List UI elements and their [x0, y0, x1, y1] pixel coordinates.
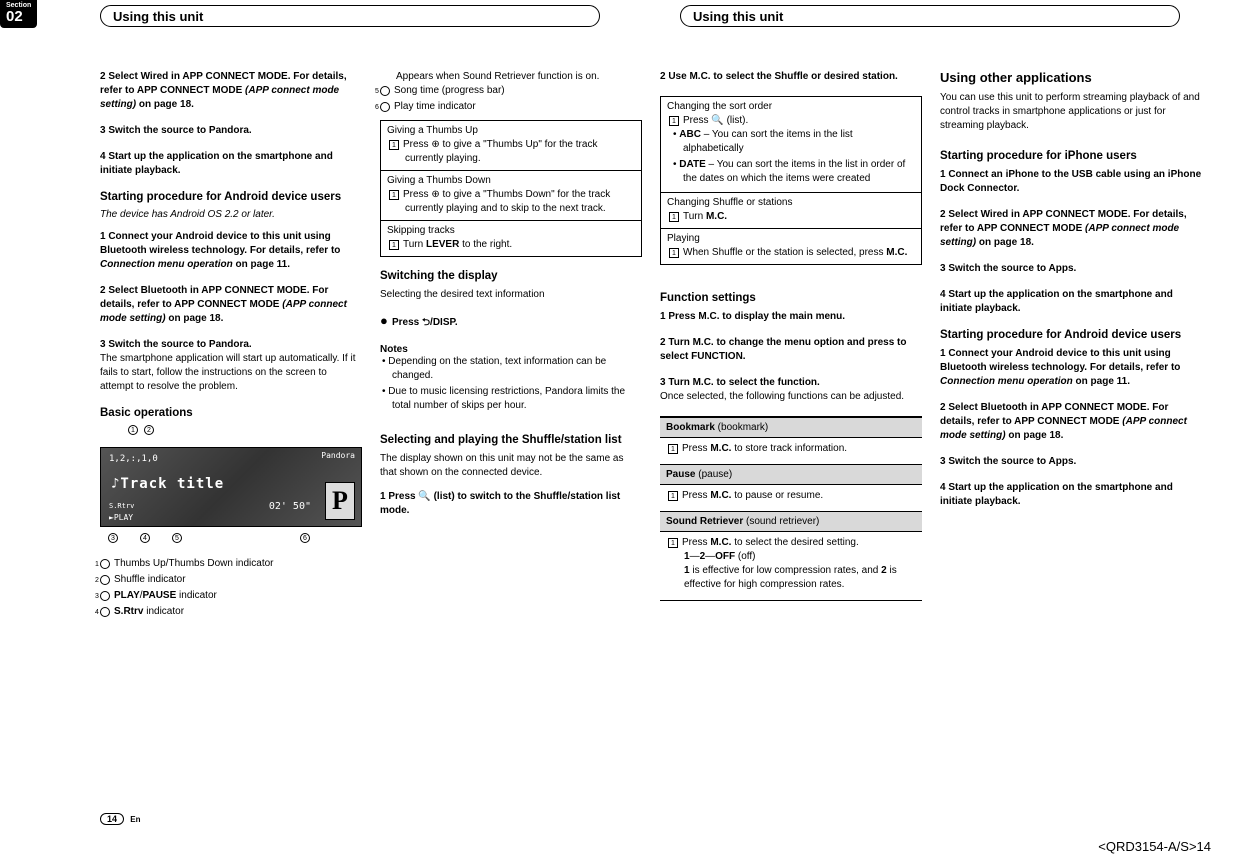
list-item: 2Shuffle indicator [100, 573, 362, 587]
header-right: Using this unit [680, 5, 1180, 27]
callout-6: 6 [300, 533, 310, 543]
footer-code: <QRD3154-A/S>14 [1098, 839, 1211, 854]
box-section: Playing 1When Shuffle or the station is … [661, 229, 921, 264]
step: ●Press ⮌/DISP. [380, 312, 642, 330]
step: 3 Turn M.C. to select the function. Once… [660, 376, 922, 404]
box-section: Changing Shuffle or stations 1Turn M.C. [661, 193, 921, 229]
step: 1 Press 🔍 (list) to switch to the Shuffl… [380, 490, 642, 518]
display-illustration: 1,2,:,1,0 Pandora ♪Track title S.Rtrv ►P… [100, 447, 362, 527]
header-left: Using this unit [100, 5, 600, 27]
step: 3 Switch the source to Apps. [940, 262, 1202, 276]
heading: Starting procedure for Android device us… [100, 190, 362, 205]
instruction-box: Giving a Thumbs Up 1Press ⊕ to give a "T… [380, 120, 642, 257]
header-right-title: Using this unit [693, 9, 783, 24]
list-item: 3PLAY/PAUSE indicator [100, 589, 362, 603]
list-item: 5Song time (progress bar) [380, 84, 642, 98]
callouts-bottom: 3 4 5 6 [100, 533, 362, 549]
step: 2 Select Wired in APP CONNECT MODE. For … [940, 208, 1202, 250]
box-section: Changing the sort order 1Press 🔍 (list).… [661, 97, 921, 193]
callout-4: 4 [140, 533, 150, 543]
note: The device has Android OS 2.2 or later. [100, 209, 362, 220]
callout-5: 5 [172, 533, 182, 543]
function-row-body: 1Press M.C. to pause or resume. [660, 485, 922, 511]
callouts-top: 1 2 [100, 425, 362, 441]
heading: Selecting and playing the Shuffle/statio… [380, 433, 642, 448]
step: 2 Turn M.C. to change the menu option an… [660, 336, 922, 364]
heading: Function settings [660, 291, 922, 306]
notes-label: Notes [380, 344, 642, 355]
function-row-header: Sound Retriever (sound retriever) [660, 511, 922, 532]
column-3: 2 Use M.C. to select the Shuffle or desi… [660, 70, 922, 621]
box-section: Giving a Thumbs Up 1Press ⊕ to give a "T… [381, 121, 641, 171]
note-bullet: Depending on the station, text informati… [380, 355, 642, 383]
function-row-header: Bookmark (bookmark) [660, 417, 922, 438]
columns: 2 Select Wired in APP CONNECT MODE. For … [100, 70, 1211, 621]
list-item: 1Thumbs Up/Thumbs Down indicator [100, 557, 362, 571]
list-item: 4S.Rtrv indicator [100, 605, 362, 619]
function-row-header: Pause (pause) [660, 464, 922, 485]
section-tab: Section 02 [0, 0, 37, 28]
note-bullet: Due to music licensing restrictions, Pan… [380, 385, 642, 413]
step: 4 Start up the application on the smartp… [940, 288, 1202, 316]
step: 2 Select Bluetooth in APP CONNECT MODE. … [940, 401, 1202, 443]
column-2: Appears when Sound Retriever function is… [380, 70, 642, 621]
column-1: 2 Select Wired in APP CONNECT MODE. For … [100, 70, 362, 621]
header-left-title: Using this unit [113, 9, 203, 24]
step: 3 Switch the source to Apps. [940, 455, 1202, 469]
step: 3 Switch the source to Pandora. [100, 124, 362, 138]
heading: Basic operations [100, 406, 362, 421]
page: Section 02 Using this unit Using this un… [0, 0, 1241, 860]
step: 1 Connect an iPhone to the USB cable usi… [940, 168, 1202, 196]
step: 3 Switch the source to Pandora. The smar… [100, 338, 362, 394]
step: 2 Select Bluetooth in APP CONNECT MODE. … [100, 284, 362, 326]
step: 2 Use M.C. to select the Shuffle or desi… [660, 70, 922, 84]
callout-1: 1 [128, 425, 138, 435]
list-item: 6Play time indicator [380, 100, 642, 114]
box-section: Skipping tracks 1Turn LEVER to the right… [381, 221, 641, 256]
section-number: 02 [6, 8, 23, 25]
step: 1 Press M.C. to display the main menu. [660, 310, 922, 324]
instruction-box: Changing the sort order 1Press 🔍 (list).… [660, 96, 922, 265]
function-row-body: 1Press M.C. to select the desired settin… [660, 532, 922, 601]
function-row-body: 1Press M.C. to store track information. [660, 438, 922, 464]
column-4: Using other applications You can use thi… [940, 70, 1202, 621]
step: 4 Start up the application on the smartp… [940, 481, 1202, 509]
step: 4 Start up the application on the smartp… [100, 150, 362, 178]
body-text: Appears when Sound Retriever function is… [380, 70, 642, 84]
heading: Using other applications [940, 70, 1202, 87]
step: 1 Connect your Android device to this un… [100, 230, 362, 272]
heading: Starting procedure for Android device us… [940, 328, 1202, 343]
heading: Starting procedure for iPhone users [940, 149, 1202, 164]
step: 2 Select Wired in APP CONNECT MODE. For … [100, 70, 362, 112]
step: 1 Connect your Android device to this un… [940, 347, 1202, 389]
heading: Switching the display [380, 269, 642, 284]
page-number: 14 En [100, 813, 140, 825]
function-table: Bookmark (bookmark) 1Press M.C. to store… [660, 416, 922, 601]
callout-2: 2 [144, 425, 154, 435]
box-section: Giving a Thumbs Down 1Press ⊕ to give a … [381, 171, 641, 221]
callout-3: 3 [108, 533, 118, 543]
